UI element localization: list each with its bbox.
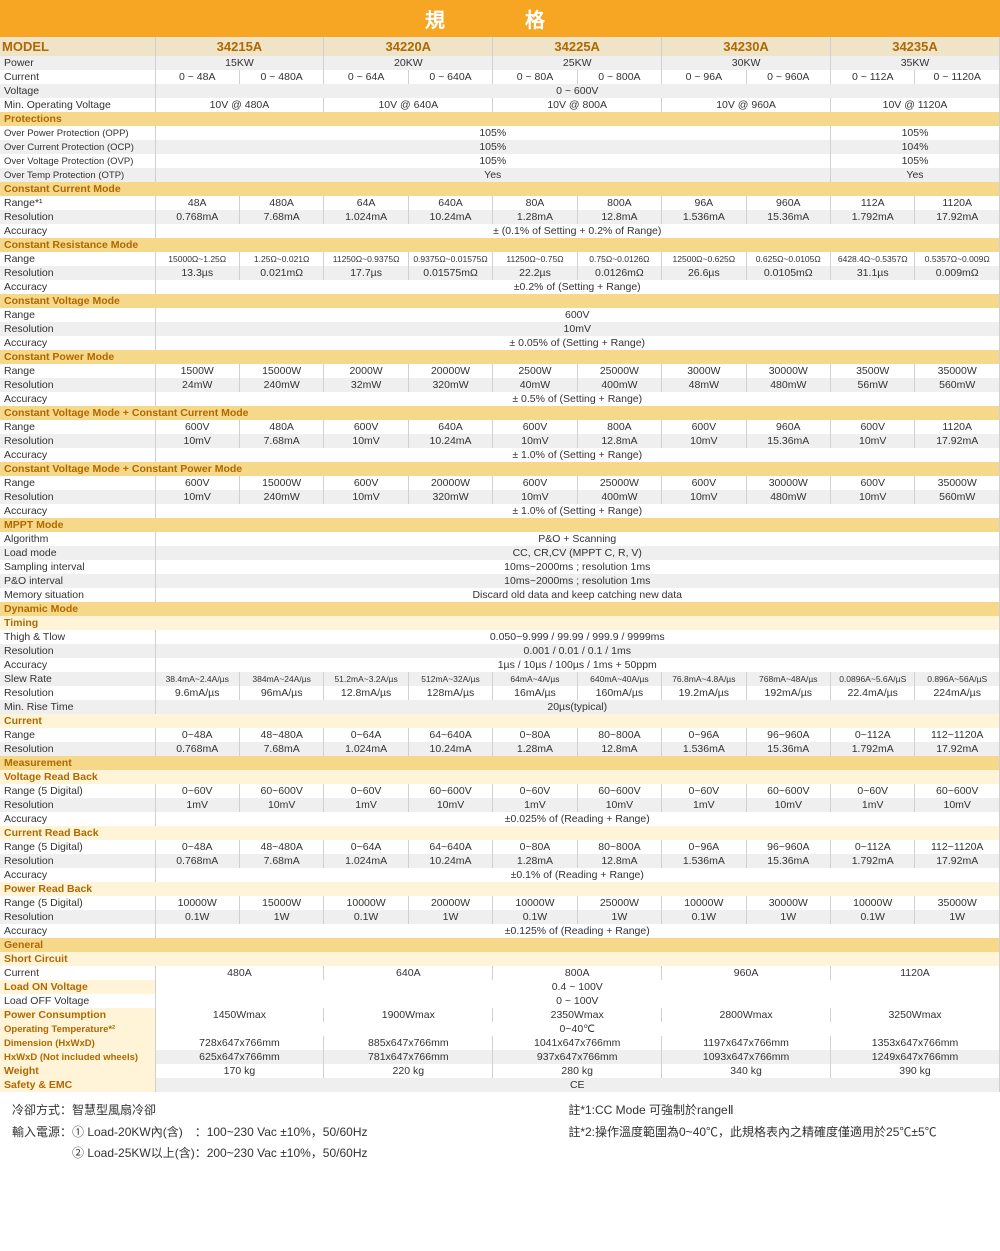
spec-row: Range (5 Digital)0~48A48~480A0~64A64~640… — [0, 840, 1000, 854]
spec-row: Resolution0.001 / 0.01 / 0.1 / 1ms — [0, 644, 1000, 658]
spec-row: Accuracy±0.125% of (Reading + Range) — [0, 924, 1000, 938]
spec-row: General — [0, 938, 1000, 952]
spec-row: Voltage0 ~ 600V — [0, 84, 1000, 98]
spec-row: Short Circuit — [0, 952, 1000, 966]
spec-row: Load OFF Voltage0 ~ 100V — [0, 994, 1000, 1008]
spec-row: Resolution24mW240mW32mW320mW40mW400mW48m… — [0, 378, 1000, 392]
footer-note: 輸入電源：① Load-20KW內(含) ：100~230 Vac ±10%，5… — [12, 1122, 549, 1144]
spec-row: Power Consumption1450Wmax1900Wmax2350Wma… — [0, 1008, 1000, 1022]
spec-row: Protections — [0, 112, 1000, 126]
spec-row: Accuracy± 0.05% of (Setting + Range) — [0, 336, 1000, 350]
spec-row: Min. Rise Time20µs(typical) — [0, 700, 1000, 714]
spec-row: Accuracy± 1.0% of (Setting + Range) — [0, 448, 1000, 462]
spec-row: Resolution10mV240mW10mV320mW10mV400mW10m… — [0, 490, 1000, 504]
footer: 冷卻方式：智慧型風扇冷卻輸入電源：① Load-20KW內(含) ：100~23… — [0, 1092, 1000, 1173]
spec-row: Sampling interval10ms~2000ms ; resolutio… — [0, 560, 1000, 574]
spec-row: Range600V480A600V640A600V800A600V960A600… — [0, 420, 1000, 434]
spec-row: MODEL34215A34220A34225A34230A34235A — [0, 37, 1000, 56]
spec-row: Resolution0.768mA7.68mA1.024mA10.24mA1.2… — [0, 210, 1000, 224]
spec-row: Slew Rate38.4mA~2.4A/µs384mA~24A/µs51.2m… — [0, 672, 1000, 686]
spec-row: Current — [0, 714, 1000, 728]
spec-row: Over Power Protection (OPP)105%105% — [0, 126, 1000, 140]
spec-row: Thigh & Tlow0.050~9.999 / 99.99 / 999.9 … — [0, 630, 1000, 644]
spec-row: Range (5 Digital)10000W15000W10000W20000… — [0, 896, 1000, 910]
spec-table: MODEL34215A34220A34225A34230A34235APower… — [0, 37, 1000, 1092]
spec-row: Power15KW20KW25KW30KW35KW — [0, 56, 1000, 70]
spec-row: Timing — [0, 616, 1000, 630]
spec-row: Resolution13.3µs0.021mΩ17.7µs0.01575mΩ22… — [0, 266, 1000, 280]
spec-row: Resolution10mV7.68mA10mV10.24mA10mV12.8m… — [0, 434, 1000, 448]
spec-row: Power Read Back — [0, 882, 1000, 896]
footer-note: 註*1:CC Mode 可強制於rangeⅡ — [568, 1100, 988, 1122]
footer-note: 冷卻方式：智慧型風扇冷卻 — [12, 1100, 549, 1122]
spec-row: Load ON Voltage0.4 ~ 100V — [0, 980, 1000, 994]
spec-row: Weight170 kg220 kg280 kg340 kg390 kg — [0, 1064, 1000, 1078]
spec-row: Measurement — [0, 756, 1000, 770]
spec-row: HxWxD (Not included wheels)625x647x766mm… — [0, 1050, 1000, 1064]
spec-row: Safety & EMCCE — [0, 1078, 1000, 1092]
spec-row: Range600V — [0, 308, 1000, 322]
spec-row: Memory situationDiscard old data and kee… — [0, 588, 1000, 602]
spec-row: Current Read Back — [0, 826, 1000, 840]
spec-row: Range (5 Digital)0~60V60~600V0~60V60~600… — [0, 784, 1000, 798]
spec-row: Range*¹48A480A64A640A80A800A96A960A112A1… — [0, 196, 1000, 210]
spec-row: Accuracy±0.025% of (Reading + Range) — [0, 812, 1000, 826]
spec-row: Resolution10mV — [0, 322, 1000, 336]
spec-row: Accuracy± 1.0% of (Setting + Range) — [0, 504, 1000, 518]
spec-row: Range0~48A48~480A0~64A64~640A0~80A80~800… — [0, 728, 1000, 742]
spec-row: P&O interval10ms~2000ms ; resolution 1ms — [0, 574, 1000, 588]
spec-row: Range600V15000W600V20000W600V25000W600V3… — [0, 476, 1000, 490]
spec-row: Resolution9.6mA/µs96mA/µs12.8mA/µs128mA/… — [0, 686, 1000, 700]
spec-row: Min. Operating Voltage10V @ 480A10V @ 64… — [0, 98, 1000, 112]
spec-row: Resolution0.1W1W0.1W1W0.1W1W0.1W1W0.1W1W — [0, 910, 1000, 924]
spec-row: Constant Current Mode — [0, 182, 1000, 196]
spec-row: Constant Voltage Mode + Constant Power M… — [0, 462, 1000, 476]
spec-row: Constant Voltage Mode + Constant Current… — [0, 406, 1000, 420]
spec-row: Accuracy± (0.1% of Setting + 0.2% of Ran… — [0, 224, 1000, 238]
spec-row: Over Current Protection (OCP)105%104% — [0, 140, 1000, 154]
spec-row: Load modeCC, CR,CV (MPPT C, R, V) — [0, 546, 1000, 560]
spec-row: Constant Power Mode — [0, 350, 1000, 364]
spec-row: Constant Resistance Mode — [0, 238, 1000, 252]
spec-row: Range15000Ω~1.25Ω1.25Ω~0.021Ω11250Ω~0.93… — [0, 252, 1000, 266]
footer-note: ② Load-25KW以上(含)：200~230 Vac ±10%，50/60H… — [12, 1143, 549, 1165]
spec-row: Over Voltage Protection (OVP)105%105% — [0, 154, 1000, 168]
spec-row: Voltage Read Back — [0, 770, 1000, 784]
spec-row: Dynamic Mode — [0, 602, 1000, 616]
spec-title: 規 格 — [0, 0, 1000, 37]
spec-row: Dimension (HxWxD)728x647x766mm885x647x76… — [0, 1036, 1000, 1050]
spec-row: Operating Temperature*²0~40℃ — [0, 1022, 1000, 1036]
spec-row: Over Temp Protection (OTP)YesYes — [0, 168, 1000, 182]
spec-row: Resolution0.768mA7.68mA1.024mA10.24mA1.2… — [0, 854, 1000, 868]
spec-row: Current480A640A800A960A1120A — [0, 966, 1000, 980]
spec-row: Accuracy± 0.5% of (Setting + Range) — [0, 392, 1000, 406]
spec-row: Constant Voltage Mode — [0, 294, 1000, 308]
spec-row: Accuracy±0.1% of (Reading + Range) — [0, 868, 1000, 882]
footer-note: 註*2:操作溫度範圍為0~40℃，此規格表內之精確度僅適用於25℃±5℃ — [568, 1122, 988, 1144]
spec-row: Resolution1mV10mV1mV10mV1mV10mV1mV10mV1m… — [0, 798, 1000, 812]
spec-row: MPPT Mode — [0, 518, 1000, 532]
spec-row: Accuracy±0.2% of (Setting + Range) — [0, 280, 1000, 294]
spec-row: Current0 ~ 48A0 ~ 480A0 ~ 64A0 ~ 640A0 ~… — [0, 70, 1000, 84]
spec-row: Resolution0.768mA7.68mA1.024mA10.24mA1.2… — [0, 742, 1000, 756]
spec-row: Range1500W15000W2000W20000W2500W25000W30… — [0, 364, 1000, 378]
spec-row: AlgorithmP&O + Scanning — [0, 532, 1000, 546]
spec-row: Accuracy1µs / 10µs / 100µs / 1ms + 50ppm — [0, 658, 1000, 672]
